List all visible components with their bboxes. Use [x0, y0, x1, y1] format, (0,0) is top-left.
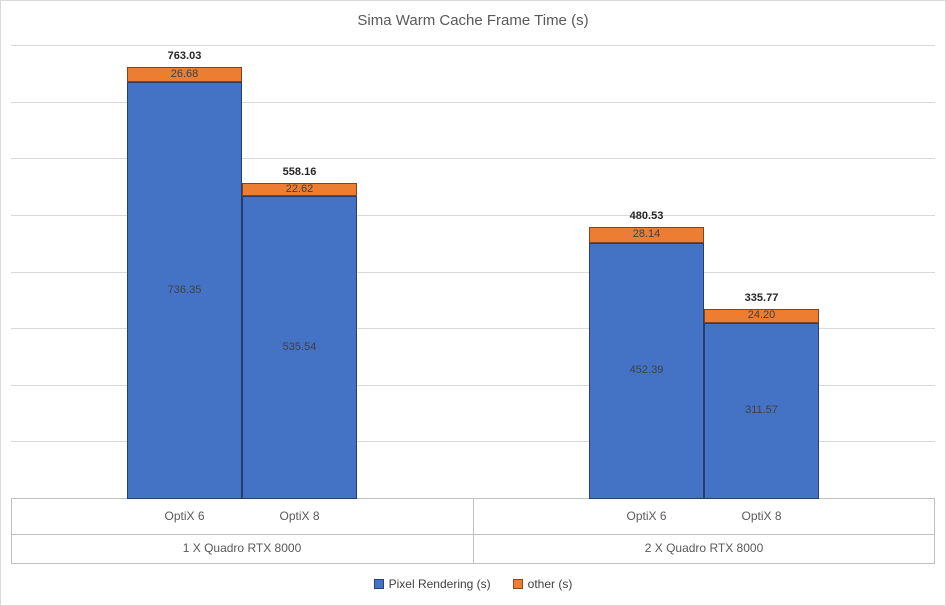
total-label: 763.03	[167, 49, 202, 62]
segment-value-label: 22.62	[285, 182, 314, 195]
legend-label: Pixel Rendering (s)	[388, 577, 491, 591]
segment-pixel-rendering-s: 311.57	[704, 322, 819, 499]
total-label: 335.77	[744, 291, 779, 304]
category-label: OptiX 6	[164, 509, 205, 523]
axis-right-separator	[934, 499, 935, 564]
gridline	[11, 441, 935, 443]
legend-swatch-icon	[373, 579, 384, 589]
segment-value-label: 26.68	[170, 67, 199, 80]
legend-item: other (s)	[512, 577, 573, 591]
bar-optix-8-group1: 558.16 22.62 535.54	[242, 166, 357, 499]
segment-pixel-rendering-s: 535.54	[242, 195, 357, 499]
segment-value-label: 452.39	[629, 364, 664, 377]
segment-value-label: 28.14	[632, 228, 661, 241]
bar-optix-8-group2: 335.77 24.20 311.57	[704, 292, 819, 499]
category-axis: OptiX 6 OptiX 8 OptiX 6 OptiX 8 1 X Quadro …	[11, 499, 935, 564]
segment-value-label: 24.20	[747, 309, 776, 322]
segment-other-s: 22.62	[242, 182, 357, 196]
gridline	[11, 158, 935, 160]
legend-item: Pixel Rendering (s)	[373, 577, 491, 591]
group-label: 2 X Quadro RTX 8000	[644, 541, 764, 555]
gridline	[11, 101, 935, 103]
bar-optix-6-group2: 480.53 28.14 452.39	[589, 210, 704, 499]
segment-pixel-rendering-s: 452.39	[589, 242, 704, 499]
axis-tier-groups: 1 X Quadro RTX 8000 2 X Quadro RTX 8000	[11, 534, 935, 564]
category-label: OptiX 6	[626, 509, 667, 523]
bar-optix-6-group1: 763.03 26.68 736.35	[127, 50, 242, 499]
total-label: 558.16	[282, 165, 317, 178]
segment-other-s: 24.20	[704, 308, 819, 323]
gridline	[11, 271, 935, 273]
segment-other-s: 28.14	[589, 226, 704, 243]
total-label: 480.53	[629, 209, 664, 222]
segment-pixel-rendering-s: 736.35	[127, 82, 242, 499]
category-label: OptiX 8	[741, 509, 782, 523]
gridline	[11, 384, 935, 386]
segment-value-label: 535.54	[282, 340, 317, 353]
chart-title: Sima Warm Cache Frame Time (s)	[357, 12, 589, 29]
category-label: OptiX 8	[279, 509, 320, 523]
axis-tier-categories: OptiX 6 OptiX 8 OptiX 6 OptiX 8	[11, 499, 935, 534]
segment-value-label: 311.57	[745, 404, 778, 417]
axis-group-separator	[473, 499, 474, 564]
gridline	[11, 45, 935, 46]
segment-other-s: 26.68	[127, 66, 242, 83]
gridline	[11, 214, 935, 216]
segment-value-label: 736.35	[167, 284, 202, 296]
group-label: 1 X Quadro RTX 8000	[182, 541, 302, 555]
gridline	[11, 328, 935, 330]
axis-left-separator	[11, 499, 12, 564]
legend: Pixel Rendering (s) other (s)	[1, 572, 945, 596]
plot-area: 763.03 26.68 736.35 558.16 22.62 535.54 480.53…	[11, 45, 935, 499]
x-axis-line	[11, 498, 935, 499]
legend-label: other (s)	[527, 577, 573, 591]
legend-swatch-icon	[512, 579, 523, 589]
